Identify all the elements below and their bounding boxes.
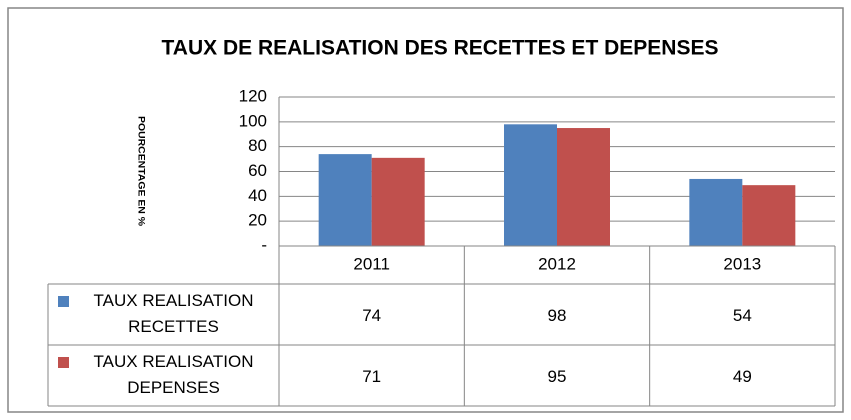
- y-tick-label: 100: [239, 111, 267, 130]
- data-table-value: 49: [733, 367, 752, 386]
- legend-cell: TAUX REALISATION DEPENSES: [93, 352, 254, 397]
- data-table-value: 71: [362, 367, 381, 386]
- x-tick-label: 2012: [538, 254, 576, 273]
- y-axis-label: POURCENTAGE EN %: [137, 116, 147, 226]
- legend-label: TAUX REALISATION RECETTES: [93, 291, 254, 336]
- bar: [557, 128, 610, 246]
- legend-label: TAUX REALISATION DEPENSES: [93, 352, 254, 397]
- data-table-value: 98: [548, 306, 567, 325]
- x-tick-label: 2011: [353, 254, 390, 273]
- bar: [371, 157, 425, 246]
- y-tick-label: 120: [239, 86, 267, 105]
- y-tick-label: -: [261, 235, 267, 254]
- chart-title: TAUX DE REALISATION DES RECETTES ET DEPE…: [162, 37, 719, 60]
- bar: [504, 124, 557, 246]
- legend-swatch: [58, 296, 69, 307]
- legend-cell: TAUX REALISATION RECETTES: [93, 291, 254, 336]
- data-table-value: 95: [548, 367, 567, 386]
- y-tick-label: 60: [248, 161, 267, 180]
- y-tick-label: 80: [248, 136, 267, 155]
- y-tick-label: 40: [248, 186, 267, 205]
- data-table-value: 54: [733, 306, 752, 325]
- data-table-value: 74: [362, 306, 381, 325]
- bar: [742, 185, 796, 246]
- y-tick-label: 20: [248, 211, 267, 230]
- legend-swatch: [58, 357, 69, 368]
- bar: [318, 154, 372, 246]
- bar: [689, 178, 743, 246]
- x-tick-label: 2013: [723, 254, 761, 273]
